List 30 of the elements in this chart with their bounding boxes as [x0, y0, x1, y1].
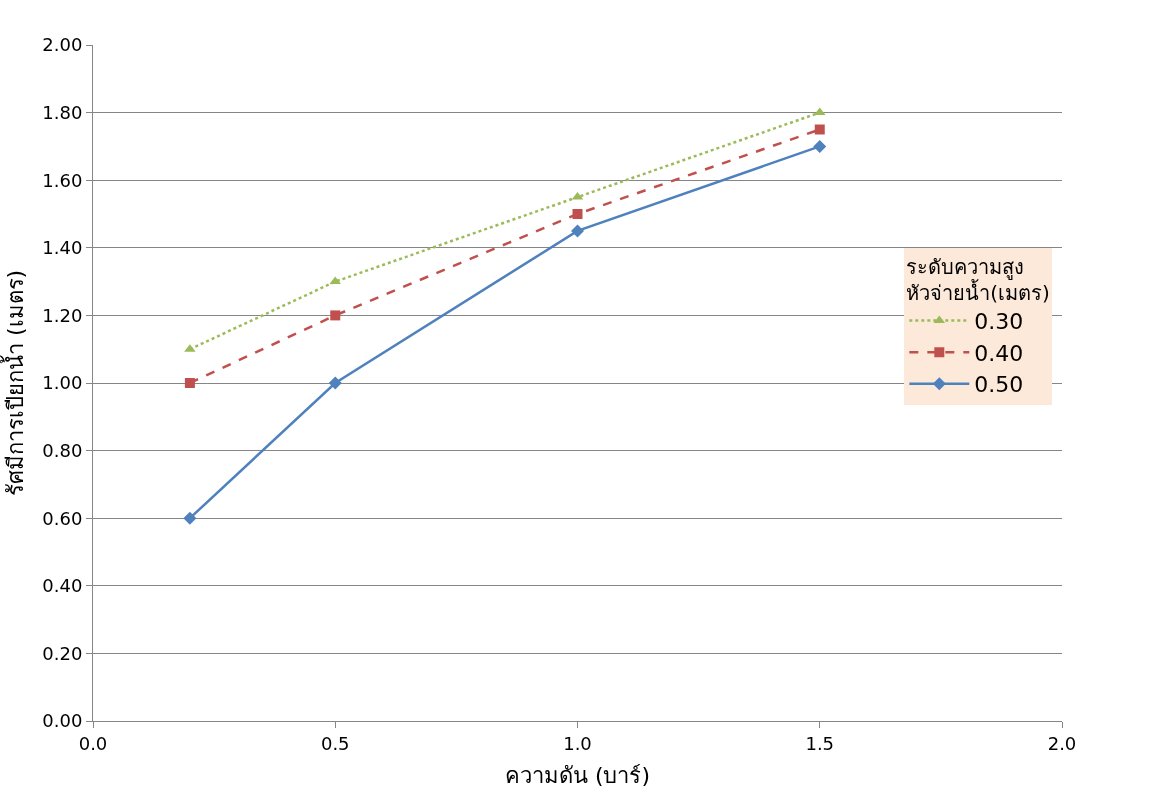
x-tick-label: 1.0 [563, 732, 592, 754]
x-tick-label: 2.0 [1047, 732, 1077, 754]
y-axis-title: รัศมีการเปียกน้ำ (เมตร) [0, 269, 28, 497]
y-tick-label: 1.80 [42, 101, 83, 123]
x-tick-label: 1.5 [805, 732, 835, 754]
y-tick-label: 0.00 [42, 710, 83, 732]
y-tick-label: 1.40 [42, 237, 83, 259]
y-tick-label: 0.80 [42, 439, 83, 461]
x-tick-label: 0.0 [78, 732, 108, 754]
legend-title: ระดับความสูง หัวจ่ายน้ำ(เมตร) [906, 254, 1050, 305]
point [571, 224, 584, 238]
x-tick-label: 0.5 [320, 732, 350, 754]
point [814, 124, 825, 135]
legend-label: 0.30 [974, 309, 1024, 335]
y-tick-label: 0.40 [42, 575, 83, 597]
y-tick-label: 1.20 [42, 304, 83, 326]
y-tick-label: 0.20 [42, 642, 83, 664]
legend-label: 0.40 [974, 340, 1024, 366]
point [328, 376, 342, 390]
y-tick-label: 1.60 [42, 169, 83, 191]
y-tick-label: 0.60 [42, 507, 83, 529]
point [183, 511, 197, 525]
y-tick-label: 2.00 [42, 34, 83, 56]
legend-label: 0.50 [974, 372, 1024, 398]
x-axis-title: ความดัน (บาร์) [504, 763, 651, 789]
point [813, 139, 827, 153]
point [572, 209, 583, 219]
point [184, 378, 195, 388]
point [330, 310, 341, 321]
y-tick-label: 1.00 [42, 372, 83, 394]
